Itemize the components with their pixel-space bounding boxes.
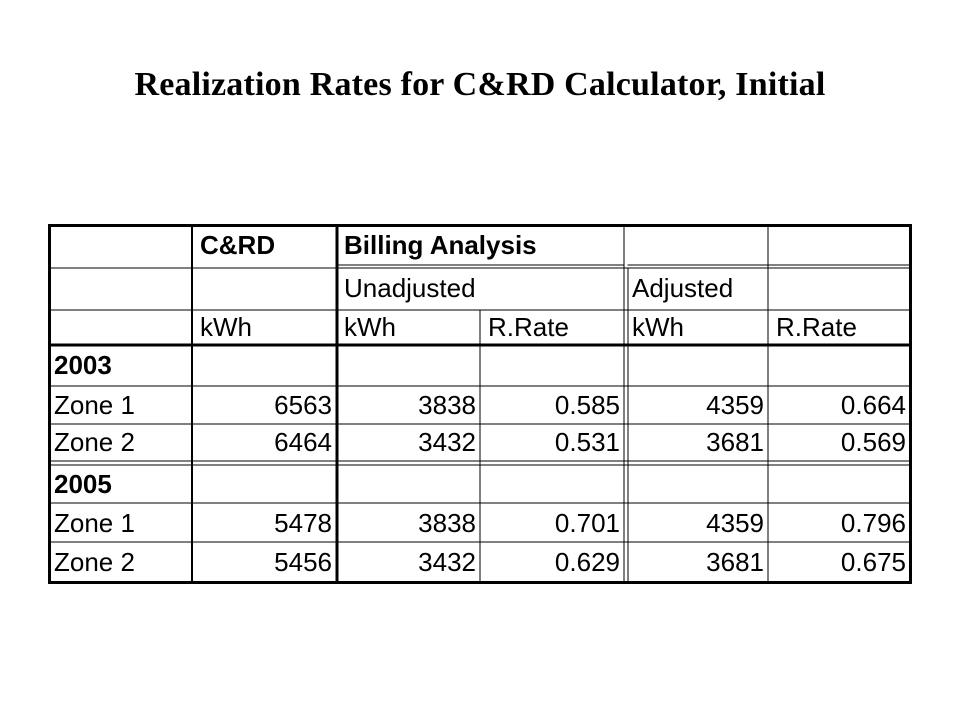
crd-kwh-cell: 6563	[274, 390, 332, 420]
header-unit-crd-kwh: kWh	[200, 312, 252, 342]
unadj-rate-cell: 0.585	[554, 390, 620, 420]
realization-rates-table: C&RD Billing Analysis Unadjusted Adjuste…	[48, 224, 912, 584]
unadj-rate-cell: 0.531	[554, 427, 620, 457]
row-label: Zone 2	[54, 547, 135, 577]
unadj-kwh-cell: 3838	[418, 508, 476, 538]
adj-rate-cell: 0.796	[840, 508, 906, 538]
crd-kwh-cell: 5478	[274, 508, 332, 538]
header-unadjusted: Unadjusted	[344, 273, 476, 303]
unadj-kwh-cell: 3432	[418, 547, 476, 577]
crd-kwh-cell: 6464	[274, 427, 332, 457]
row-label: Zone 1	[54, 390, 135, 420]
slide-title: Realization Rates for C&RD Calculator, I…	[134, 66, 826, 103]
adj-rate-cell: 0.664	[840, 390, 906, 420]
year-label: 2003	[54, 350, 112, 380]
row-label: Zone 1	[54, 508, 135, 538]
header-unit-adj-rate: R.Rate	[776, 312, 857, 342]
unadj-kwh-cell: 3432	[418, 427, 476, 457]
header-crd: C&RD	[200, 230, 276, 260]
table-grid	[48, 224, 912, 584]
unadj-rate-cell: 0.701	[554, 508, 620, 538]
unadj-kwh-cell: 3838	[418, 390, 476, 420]
adj-kwh-cell: 4359	[706, 390, 764, 420]
adj-kwh-cell: 3681	[706, 547, 764, 577]
header-unit-adj-kwh: kWh	[632, 312, 684, 342]
header-billing-analysis: Billing Analysis	[344, 230, 537, 260]
row-label: Zone 2	[54, 427, 135, 457]
unadj-rate-cell: 0.629	[554, 547, 620, 577]
header-unit-unadj-rate: R.Rate	[488, 312, 569, 342]
year-label: 2005	[54, 469, 112, 499]
adj-rate-cell: 0.569	[840, 427, 906, 457]
adj-rate-cell: 0.675	[840, 547, 906, 577]
header-unit-unadj-kwh: kWh	[344, 312, 396, 342]
adj-kwh-cell: 4359	[706, 508, 764, 538]
header-adjusted: Adjusted	[632, 273, 734, 303]
crd-kwh-cell: 5456	[274, 547, 332, 577]
adj-kwh-cell: 3681	[706, 427, 764, 457]
